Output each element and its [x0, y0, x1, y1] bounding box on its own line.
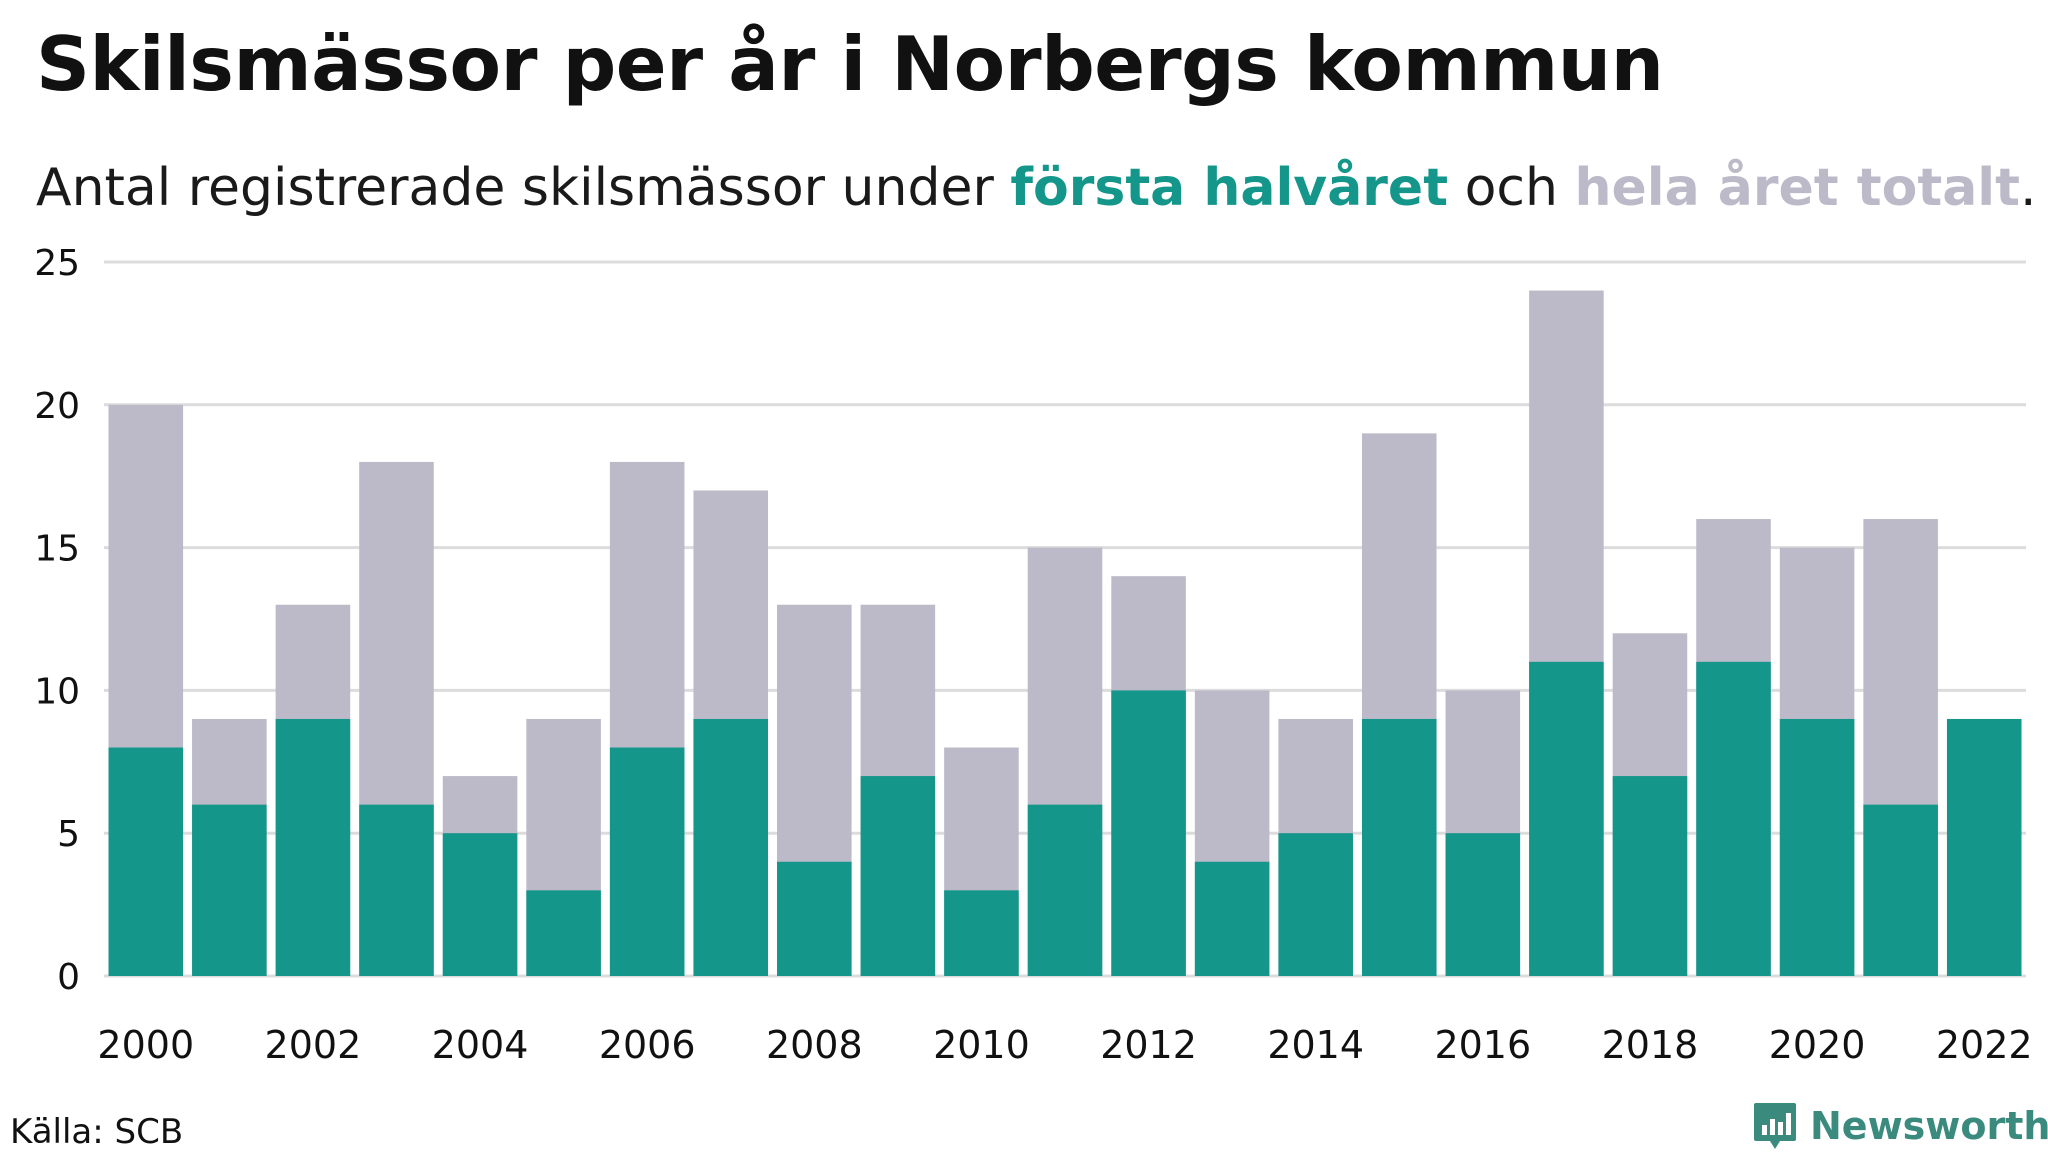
x-axis-ticks: 2000 2002 2004 2006 2008 2010 2012 2014 2016 2018… [97, 1023, 2032, 1067]
y-tick-label: 10 [34, 671, 80, 712]
x-tick-label: 2016 [1434, 1023, 1531, 1067]
source-note: Källa: SCB [10, 1112, 184, 1152]
bar-first-half [1946, 718, 2022, 976]
bar-first-half [192, 804, 267, 976]
bar-first-half [944, 890, 1019, 976]
bar-first-half [1278, 833, 1353, 976]
x-tick-label: 2020 [1769, 1023, 1866, 1067]
brand-name: Newsworthy [1810, 1104, 2048, 1148]
bar-first-half [1863, 804, 1938, 976]
x-tick-label: 2010 [933, 1023, 1030, 1067]
bar-first-half [1529, 661, 1604, 976]
x-tick-label: 2022 [1936, 1023, 2033, 1067]
x-tick-label: 2008 [766, 1023, 863, 1067]
chart-title: Skilsmässor per år i Norbergs kommun [36, 20, 1664, 108]
legend-full-year: hela året totalt [1574, 158, 2020, 218]
bar-first-half [526, 890, 601, 976]
bar-first-half [860, 776, 936, 976]
bar-first-half [1194, 861, 1270, 976]
x-tick-label: 2012 [1100, 1023, 1197, 1067]
newsworthy-logo-icon [1754, 1103, 1796, 1149]
bar-first-half [359, 804, 434, 976]
bar-first-half [1445, 833, 1521, 976]
legend-first-half: första halvåret [1010, 158, 1449, 218]
bar-first-half [442, 833, 518, 976]
bar-first-half [1027, 804, 1103, 976]
brand-logo[interactable]: Newsworthy [1752, 1100, 2048, 1152]
x-tick-label: 2000 [97, 1023, 194, 1067]
y-tick-label: 20 [34, 386, 80, 427]
bar-first-half [777, 861, 852, 976]
x-tick-label: 2004 [432, 1023, 529, 1067]
bars [108, 290, 2022, 976]
bar-first-half [1612, 776, 1688, 976]
y-tick-label: 0 [57, 957, 80, 998]
y-tick-label: 15 [34, 529, 80, 570]
chart-subtitle: Antal registrerade skilsmässor under för… [36, 158, 2037, 218]
x-tick-label: 2006 [599, 1023, 696, 1067]
x-tick-label: 2018 [1602, 1023, 1699, 1067]
y-tick-label: 5 [57, 814, 80, 855]
y-tick-label: 25 [34, 243, 80, 284]
x-tick-label: 2002 [265, 1023, 362, 1067]
bar-first-half [275, 718, 351, 976]
x-tick-label: 2014 [1267, 1023, 1364, 1067]
bar-first-half [1111, 690, 1186, 976]
bar-first-half [693, 718, 769, 976]
bar-first-half [1696, 661, 1771, 976]
subtitle-prefix: Antal registrerade skilsmässor under [36, 158, 1011, 218]
y-axis-ticks: 0 5 10 15 20 25 [34, 243, 80, 998]
subtitle-middle: och [1448, 158, 1575, 218]
bar-first-half [1779, 718, 1855, 976]
subtitle-suffix: . [2019, 158, 2037, 218]
bar-first-half [108, 747, 184, 976]
bar-first-half [1361, 718, 1437, 976]
bar-first-half [609, 747, 685, 976]
